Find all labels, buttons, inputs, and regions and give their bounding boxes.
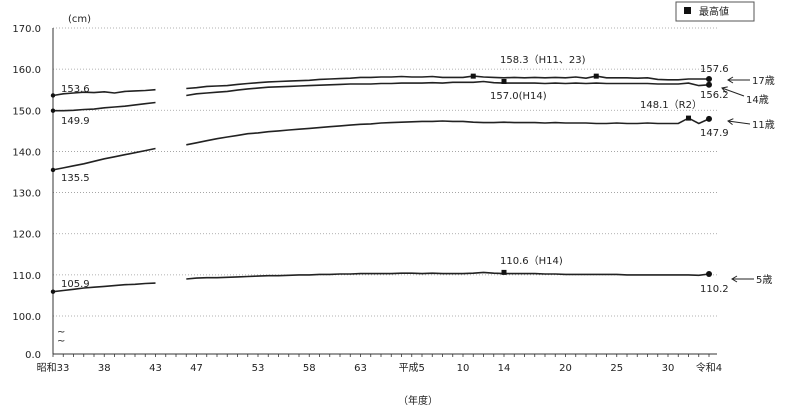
y-unit-label: (cm) bbox=[68, 14, 91, 25]
series-group bbox=[50, 73, 712, 294]
x-tick-label: 43 bbox=[149, 363, 162, 374]
x-axis-title: （年度） bbox=[398, 394, 438, 407]
x-tick-label: 20 bbox=[559, 363, 572, 374]
annotations: 153.6 149.9 135.5 105.9 158.3（H11、23) 157.0(H… bbox=[61, 54, 729, 295]
series-name-label: 17歳 bbox=[752, 75, 775, 87]
data-label: 156.2 bbox=[700, 90, 729, 101]
axes: 0.0 100.0 110.0 120.0 130.0 140.0 150.0 160.0 17… bbox=[12, 24, 722, 374]
x-tick-label: 38 bbox=[98, 363, 111, 374]
series-line-5歳 bbox=[52, 282, 156, 293]
axis-break-mark: ~ bbox=[57, 336, 65, 347]
data-label: 110.2 bbox=[700, 284, 729, 295]
end-point bbox=[706, 76, 712, 83]
data-label: 157.0(H14) bbox=[490, 91, 547, 102]
series-label-arrowhead bbox=[727, 118, 734, 126]
data-label: 148.1（R2） bbox=[640, 99, 702, 111]
y-tick-label: 170.0 bbox=[12, 24, 41, 35]
data-label: 105.9 bbox=[61, 279, 90, 290]
x-tick-label: 平成5 bbox=[399, 362, 425, 374]
series-name-label: 11歳 bbox=[752, 119, 775, 131]
series-label-arrowhead bbox=[731, 275, 738, 283]
start-point bbox=[50, 289, 56, 294]
data-label: 158.3（H11、23) bbox=[500, 54, 586, 66]
start-point bbox=[50, 108, 56, 113]
y-tick-label: 140.0 bbox=[12, 147, 41, 158]
y-tick-label: 0.0 bbox=[25, 350, 41, 361]
y-tick-label: 150.0 bbox=[12, 106, 41, 117]
y-tick-label: 120.0 bbox=[12, 230, 41, 241]
end-point bbox=[706, 271, 712, 278]
end-point bbox=[706, 115, 712, 122]
data-label: 149.9 bbox=[61, 116, 90, 127]
axis-break-mark: ~ bbox=[57, 327, 65, 338]
y-tick-label: 110.0 bbox=[12, 271, 41, 282]
grid-lines bbox=[53, 27, 717, 317]
series-labels: 17歳 14歳 11歳 5歳 bbox=[721, 75, 775, 286]
start-point bbox=[50, 93, 56, 98]
legend-max-marker bbox=[684, 7, 691, 14]
series-line-11歳 bbox=[52, 147, 156, 171]
legend-box bbox=[675, 1, 755, 22]
data-label: 153.6 bbox=[61, 84, 90, 95]
max-marker bbox=[470, 73, 476, 79]
y-tick-label: 100.0 bbox=[12, 312, 41, 323]
x-tick-label: 昭和33 bbox=[37, 362, 70, 374]
y-tick-label: 130.0 bbox=[12, 189, 41, 200]
data-label: 157.6 bbox=[700, 64, 729, 75]
x-tick-label: 10 bbox=[457, 363, 470, 374]
x-tick-label: 30 bbox=[662, 363, 675, 374]
series-line-11歳 bbox=[186, 117, 710, 146]
y-tick-label: 160.0 bbox=[12, 65, 41, 76]
series-label-arrow bbox=[727, 120, 751, 125]
data-label: 147.9 bbox=[700, 128, 729, 139]
x-tick-label: 25 bbox=[610, 363, 623, 374]
x-tick-label: 14 bbox=[498, 363, 511, 374]
x-tick-label: 47 bbox=[190, 363, 203, 374]
start-point bbox=[50, 167, 56, 173]
series-line-14歳 bbox=[53, 101, 156, 112]
series-name-label: 14歳 bbox=[746, 94, 769, 106]
legend: 最高値 bbox=[675, 1, 755, 22]
series-label-arrowhead bbox=[727, 76, 734, 84]
x-tick-label: 53 bbox=[252, 363, 265, 374]
max-marker bbox=[686, 115, 691, 121]
series-name-label: 5歳 bbox=[756, 274, 772, 286]
x-tick-label: 58 bbox=[303, 363, 316, 374]
data-label: 135.5 bbox=[61, 173, 90, 184]
series-line-5歳 bbox=[186, 271, 710, 280]
max-marker bbox=[501, 269, 507, 275]
end-point bbox=[706, 81, 712, 88]
x-tick-label: 63 bbox=[354, 363, 367, 374]
series-label-arrow bbox=[721, 87, 745, 97]
data-label: 110.6（H14) bbox=[500, 255, 563, 267]
series-line-14歳 bbox=[186, 80, 710, 97]
max-marker bbox=[501, 78, 507, 84]
series-line-17歳 bbox=[186, 75, 709, 90]
max-marker bbox=[593, 73, 599, 79]
series-label-arrowhead bbox=[721, 86, 728, 93]
legend-label: 最高値 bbox=[699, 5, 729, 18]
series-line-17歳 bbox=[52, 88, 156, 97]
x-tick-label: 令和4 bbox=[696, 361, 722, 374]
